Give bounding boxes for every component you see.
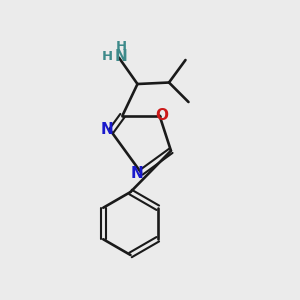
Text: H: H [116,40,127,53]
Text: O: O [155,108,168,123]
Text: N: N [131,167,143,182]
Text: N: N [115,49,128,64]
Text: N: N [101,122,113,137]
Text: H: H [102,50,113,63]
